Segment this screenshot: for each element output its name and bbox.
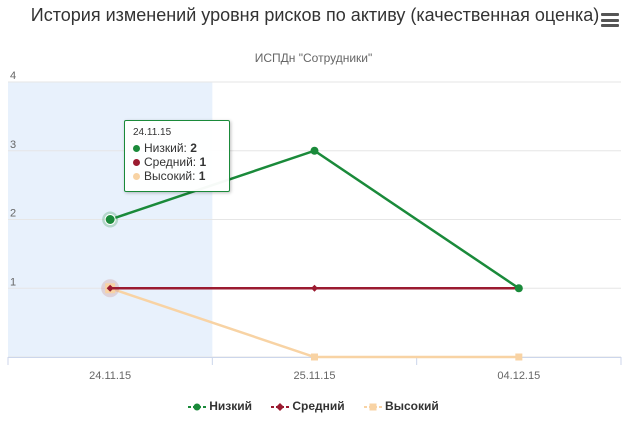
x-tick-label: 24.11.15 — [89, 370, 131, 382]
legend-label: Средний — [292, 398, 345, 413]
tooltip-row-medium: Средний: 1 — [133, 155, 229, 169]
legend-line-circle-icon — [188, 403, 207, 411]
legend-line-diamond-icon — [271, 402, 290, 411]
chart-title: История изменений уровня рисков по актив… — [30, 5, 600, 25]
y-tick-label: 2 — [10, 208, 16, 220]
data-point — [310, 146, 319, 155]
tooltip-value: 1 — [198, 169, 206, 183]
tooltip-label: Высокий: — [144, 169, 196, 183]
series-dot-icon — [133, 173, 140, 180]
data-point — [311, 284, 318, 292]
chart-subtitle: ИСПДн "Сотрудники" — [254, 51, 373, 65]
data-point — [106, 284, 114, 292]
legend-item-medium[interactable]: Средний — [271, 398, 345, 413]
series-dot-icon — [133, 159, 140, 166]
data-point — [515, 353, 523, 361]
tooltip-row-low: Низкий: 2 — [133, 141, 229, 155]
y-tick-label: 3 — [10, 139, 16, 151]
data-point — [514, 284, 523, 293]
chart-tooltip: 24.11.15 Низкий: 2 Средний: 1 Высокий: 1 — [124, 120, 230, 192]
tooltip-value: 1 — [199, 155, 207, 169]
series-dot-icon — [133, 145, 140, 152]
data-point — [311, 353, 318, 361]
x-tick-label: 04.12.15 — [497, 370, 540, 382]
chart-legend: Низкий Средний Высокий — [0, 398, 627, 413]
hamburger-menu-icon[interactable] — [601, 13, 619, 27]
y-tick-label: 4 — [10, 70, 16, 82]
legend-item-high[interactable]: Высокий — [364, 399, 439, 413]
legend-label: Высокий — [385, 398, 439, 413]
tooltip-row-high: Высокий: 1 — [133, 169, 229, 183]
x-tick-label: 25.11.15 — [293, 370, 335, 382]
legend-line-square-icon — [364, 403, 383, 411]
tooltip-date: 24.11.15 — [133, 127, 172, 138]
y-tick-label: 1 — [10, 276, 16, 288]
tooltip-label: Низкий: — [144, 141, 187, 155]
data-point — [104, 214, 116, 225]
legend-item-low[interactable]: Низкий — [188, 399, 252, 413]
tooltip-value: 2 — [190, 141, 197, 155]
legend-label: Низкий — [209, 398, 253, 413]
tooltip-label: Средний: — [144, 155, 197, 169]
